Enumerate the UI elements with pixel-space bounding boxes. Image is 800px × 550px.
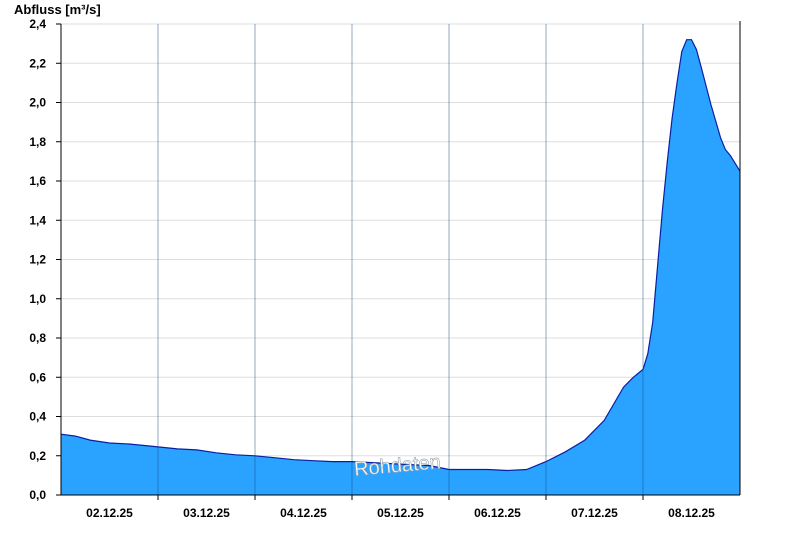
- y-tick-label: 0,8: [29, 331, 46, 345]
- y-tick-label: 0,2: [29, 449, 46, 463]
- y-ticks: 0,0 0,2 0,4 0,6 0,8 1,0 1,2 1,4 1,6 1,8 2,0 2,2 2,4: [29, 17, 61, 502]
- y-tick-label: 0,4: [29, 410, 46, 424]
- y-tick-label: 2,4: [29, 17, 46, 31]
- x-tick-label: 06.12.25: [474, 506, 521, 520]
- y-tick-label: 2,2: [29, 56, 46, 70]
- y-tick-label: 0,6: [29, 370, 46, 384]
- y-tick-label: 0,0: [29, 488, 46, 502]
- x-tick-label: 05.12.25: [377, 506, 424, 520]
- discharge-line: [60, 39, 741, 472]
- y-tick-label: 1,8: [29, 135, 46, 149]
- x-ticks: 02.12.25 03.12.25 04.12.25 05.12.25 06.12.25…: [86, 495, 715, 520]
- y-tick-label: 1,2: [29, 253, 46, 267]
- day-boundaries: [157, 24, 644, 495]
- y-tick-label: 2,0: [29, 96, 46, 110]
- x-tick-label: 03.12.25: [183, 506, 230, 520]
- y-axis-label: Abfluss [m³/s]: [14, 2, 101, 17]
- y-tick-label: 1,6: [29, 174, 46, 188]
- x-tick-label: 08.12.25: [668, 506, 715, 520]
- x-tick-label: 02.12.25: [86, 506, 133, 520]
- grid: [61, 23, 740, 457]
- x-tick-label: 04.12.25: [280, 506, 327, 520]
- x-tick-label: 07.12.25: [571, 506, 618, 520]
- y-tick-label: 1,0: [29, 292, 46, 306]
- y-tick-label: 1,4: [29, 213, 46, 227]
- discharge-area: [61, 39, 740, 495]
